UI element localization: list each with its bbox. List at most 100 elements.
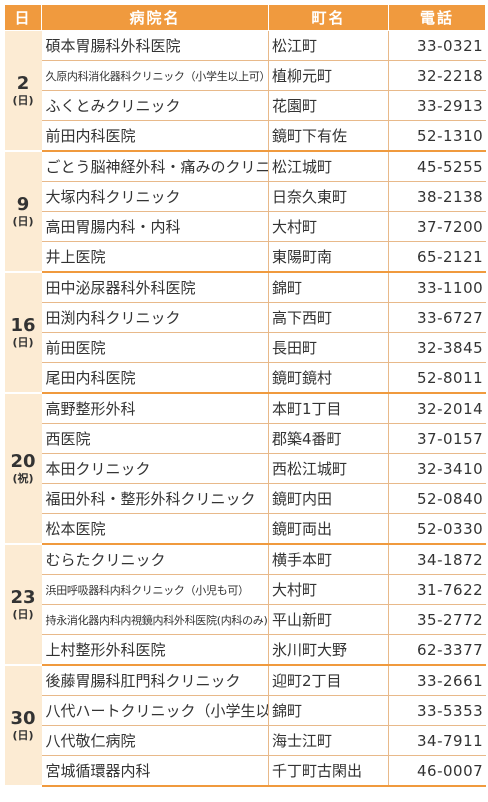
- holiday-clinic-table: 日 病院名 町名 電話 2 (日) 碩本胃腸科外科医院 松江町 33-0321 久原内科消…: [4, 4, 486, 787]
- clinic-name: 高田胃腸内科・内科: [41, 211, 269, 242]
- clinic-town: 西松江城町: [268, 453, 389, 484]
- day-weekday: (日): [12, 214, 34, 228]
- clinic-tel: 32-2218: [388, 60, 486, 91]
- clinic-tel: 37-7200: [388, 211, 486, 242]
- day-weekday: (祝): [12, 471, 34, 485]
- table-row: 八代敬仁病院 海士江町 34-7911: [5, 725, 486, 756]
- day-weekday: (日): [12, 93, 34, 107]
- clinic-tel: 33-1100: [388, 272, 486, 303]
- clinic-tel: 32-3410: [388, 453, 486, 484]
- table-row: 23 (日) むらたクリニック 横手本町 34-1872: [4, 544, 486, 666]
- clinic-tel: 33-6727: [388, 302, 486, 333]
- clinic-name: 碩本胃腸科外科医院: [41, 30, 269, 61]
- day-cell: 30 (日): [4, 665, 42, 787]
- table-row: 30 (日) 後藤胃腸科肛門科クリニック 迎町2丁目 33-2661: [4, 665, 486, 787]
- clinic-town: 千丁町古閑出: [268, 755, 389, 787]
- clinic-name: 前田内科医院: [41, 120, 269, 152]
- day-cell: 2 (日): [4, 30, 42, 152]
- table-row: 20 (祝) 高野整形外科 本町1丁目 32-2014: [4, 393, 486, 545]
- clinic-tel: 31-7622: [388, 574, 486, 605]
- table-row: ふくとみクリニック 花園町 33-2913: [5, 90, 486, 121]
- table-row: 9(日)ごとう脳神経外科・痛みのクリニック松江城町45-5255: [4, 151, 486, 273]
- day-weekday: (日): [12, 607, 34, 621]
- header-tel: 電話: [388, 4, 486, 31]
- clinic-tel: 32-2014: [388, 393, 486, 424]
- clinic-tel: 52-8011: [388, 362, 486, 394]
- day-cell: 20 (祝): [4, 393, 42, 545]
- clinic-tel: 32-3845: [388, 332, 486, 363]
- clinic-town: 東陽町南: [268, 241, 389, 273]
- table-body: 2 (日) 碩本胃腸科外科医院 松江町 33-0321 久原内科消化器科クリニック（小学生…: [4, 30, 486, 787]
- table-row: 大塚内科クリニック 日奈久東町 38-2138: [5, 181, 486, 212]
- clinic-tel: 46-0007: [388, 755, 486, 787]
- day-number: 9: [16, 193, 30, 215]
- clinic-name: 本田クリニック: [41, 453, 269, 484]
- clinic-tel: 37-0157: [388, 423, 486, 454]
- clinic-name: 宮城循環器内科: [41, 755, 269, 787]
- clinic-name: 浜田呼吸器科内科クリニック（小児も可）: [41, 574, 269, 605]
- clinic-name: 井上医院: [41, 241, 269, 273]
- clinic-town: 鏡町内田: [268, 483, 389, 514]
- clinic-town: 鏡町両出: [268, 513, 389, 545]
- day-number: 20: [10, 450, 36, 472]
- clinic-town: 海士江町: [268, 725, 389, 756]
- clinic-name: 西医院: [41, 423, 269, 454]
- clinic-name: 尾田内科医院: [41, 362, 269, 394]
- table-row: 井上医院 東陽町南 65-2121: [5, 241, 486, 273]
- clinic-town: 氷川町大野: [268, 634, 389, 666]
- table-row: 前田医院 長田町 32-3845: [5, 332, 486, 363]
- table-row: 西医院 郡築4番町 37-0157: [5, 423, 486, 454]
- table-row: 本田クリニック 西松江城町 32-3410: [5, 453, 486, 484]
- clinic-name: 前田医院: [41, 332, 269, 363]
- clinic-name: 持永消化器内科内視鏡内科外科医院(内科のみ): [41, 604, 269, 635]
- table-row: 上村整形外科医院 氷川町大野 62-3377: [5, 634, 486, 666]
- clinic-town: 花園町: [268, 90, 389, 121]
- day-weekday: (日): [12, 335, 34, 349]
- clinic-tel: 33-0321: [388, 30, 486, 61]
- table-row: 久原内科消化器科クリニック（小学生以上可） 植柳元町 32-2218: [5, 60, 486, 91]
- clinic-town: 鏡町鏡村: [268, 362, 389, 394]
- clinic-tel: 34-7911: [388, 725, 486, 756]
- table-row: 宮城循環器内科 千丁町古閑出 46-0007: [5, 755, 486, 787]
- clinic-name: 福田外科・整形外科クリニック: [41, 483, 269, 514]
- day-cell: 23 (日): [4, 544, 42, 666]
- clinic-tel: 52-0840: [388, 483, 486, 514]
- clinic-name: 後藤胃腸科肛門科クリニック: [41, 665, 269, 696]
- clinic-tel: 38-2138: [388, 181, 486, 212]
- table-row: 持永消化器内科内視鏡内科外科医院(内科のみ) 平山新町 35-2772: [5, 604, 486, 635]
- clinic-town: 迎町2丁目: [268, 665, 389, 696]
- clinic-town: 錦町: [268, 695, 389, 726]
- clinic-tel: 65-2121: [388, 241, 486, 273]
- table-row: 浜田呼吸器科内科クリニック（小児も可） 大村町 31-7622: [5, 574, 486, 605]
- clinic-name: 八代ハートクリニック（小学生以上可）: [41, 695, 269, 726]
- table-row: 田渕内科クリニック 高下西町 33-6727: [5, 302, 486, 333]
- clinic-name: 高野整形外科: [41, 393, 269, 424]
- day-number: 2: [16, 72, 30, 94]
- day-number: 23: [10, 586, 36, 608]
- clinic-name: ふくとみクリニック: [41, 90, 269, 121]
- day-cell: 16 (日): [4, 272, 42, 394]
- table-row: 前田内科医院 鏡町下有佐 52-1310: [5, 120, 486, 152]
- clinic-tel: 33-2661: [388, 665, 486, 696]
- clinic-tel: 45-5255: [388, 151, 486, 182]
- day-number: 30: [10, 707, 36, 729]
- clinic-tel: 34-1872: [388, 544, 486, 575]
- table-row: 松本医院 鏡町両出 52-0330: [5, 513, 486, 545]
- table-row: 福田外科・整形外科クリニック 鏡町内田 52-0840: [5, 483, 486, 514]
- clinic-name: 上村整形外科医院: [41, 634, 269, 666]
- clinic-town: 錦町: [268, 272, 389, 303]
- clinic-town: 鏡町下有佐: [268, 120, 389, 152]
- clinic-town: 高下西町: [268, 302, 389, 333]
- header-town: 町名: [268, 4, 389, 31]
- clinic-tel: 52-0330: [388, 513, 486, 545]
- clinic-tel: 62-3377: [388, 634, 486, 666]
- clinic-name: 田渕内科クリニック: [41, 302, 269, 333]
- table-row: 2 (日) 碩本胃腸科外科医院 松江町 33-0321: [4, 30, 486, 152]
- clinic-town: 松江城町: [268, 151, 389, 182]
- clinic-tel: 33-5353: [388, 695, 486, 726]
- clinic-town: 横手本町: [268, 544, 389, 575]
- clinic-town: 本町1丁目: [268, 393, 389, 424]
- clinic-town: 日奈久東町: [268, 181, 389, 212]
- clinic-town: 郡築4番町: [268, 423, 389, 454]
- day-weekday: (日): [12, 728, 34, 742]
